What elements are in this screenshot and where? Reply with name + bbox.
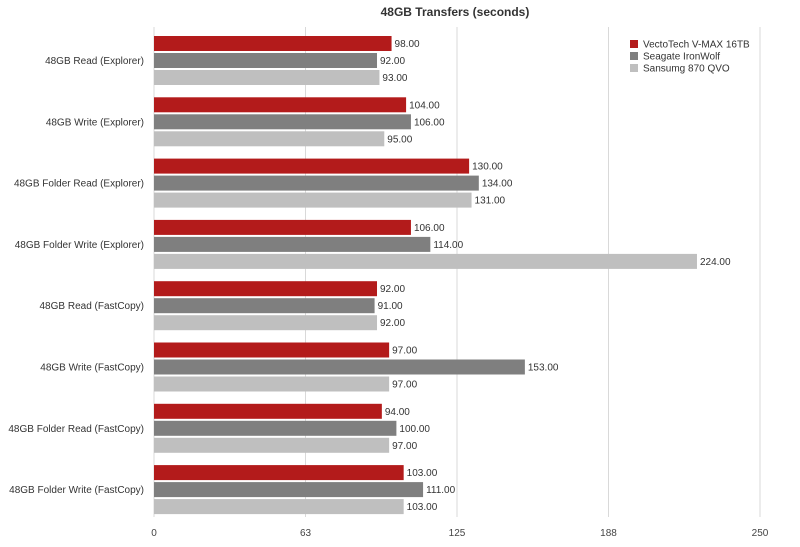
bar: [154, 437, 390, 453]
bar: [154, 114, 411, 130]
category-label: 48GB Write (FastCopy): [40, 363, 144, 374]
category-label: 48GB Folder Write (Explorer): [15, 240, 144, 251]
bar: [154, 315, 378, 331]
data-label: 103.00: [407, 502, 438, 513]
bar: [154, 281, 378, 297]
category-label: 48GB Read (Explorer): [45, 56, 144, 67]
bar: [154, 482, 424, 498]
category-label: 48GB Folder Read (FastCopy): [8, 424, 144, 435]
category-label: 48GB Folder Write (FastCopy): [9, 485, 144, 496]
category-labels: 48GB Read (Explorer) 48GB Write (Explorer…: [8, 56, 144, 496]
x-tick-label: 0: [151, 528, 157, 539]
data-label: 92.00: [380, 318, 405, 329]
bar: [154, 465, 404, 481]
category-label: 48GB Write (Explorer): [46, 117, 144, 128]
data-label: 134.00: [482, 179, 513, 190]
data-label: 93.00: [382, 73, 407, 84]
data-label: 95.00: [387, 134, 412, 145]
legend-label: VectoTech V-MAX 16TB: [643, 40, 750, 51]
data-label: 97.00: [392, 380, 417, 391]
data-label: 114.00: [433, 240, 463, 251]
x-axis-ticks: 0 63 125 188 250: [151, 528, 769, 539]
data-label: 111.00: [426, 485, 456, 496]
data-label: 224.00: [700, 257, 731, 268]
data-label: 94.00: [385, 407, 410, 418]
data-labels: 98.0092.0093.00104.00106.0095.00130.0013…: [378, 39, 731, 513]
legend-swatch: [630, 40, 638, 48]
data-label: 130.00: [472, 162, 503, 173]
bar: [154, 359, 525, 375]
bar: [154, 158, 470, 174]
bar: [154, 420, 397, 436]
bars: [154, 36, 697, 515]
chart-title: 48GB Transfers (seconds): [381, 5, 530, 19]
x-tick-label: 63: [300, 528, 312, 539]
bar: [154, 175, 479, 191]
data-label: 97.00: [392, 441, 417, 452]
legend-swatch: [630, 52, 638, 60]
bar: [154, 36, 392, 51]
bar: [154, 131, 385, 147]
x-tick-label: 188: [600, 528, 617, 539]
data-label: 92.00: [380, 56, 405, 67]
legend-label: Seagate IronWolf: [643, 52, 720, 63]
bar: [154, 403, 382, 419]
data-label: 103.00: [407, 468, 438, 479]
data-label: 153.00: [528, 363, 559, 374]
bar: [154, 192, 472, 208]
data-label: 92.00: [380, 284, 405, 295]
data-label: 104.00: [409, 100, 440, 111]
bar: [154, 70, 380, 85]
data-label: 131.00: [475, 196, 506, 207]
data-label: 106.00: [414, 223, 445, 234]
bar: [154, 298, 375, 314]
bar: [154, 253, 697, 269]
category-label: 48GB Read (FastCopy): [40, 301, 145, 312]
bar: [154, 219, 411, 235]
data-label: 106.00: [414, 117, 445, 128]
bar: [154, 342, 390, 358]
data-label: 100.00: [399, 424, 430, 435]
data-label: 98.00: [395, 39, 420, 50]
legend-label: Sansumg 870 QVO: [643, 64, 730, 75]
bar: [154, 376, 390, 392]
bar: [154, 499, 404, 515]
bar: [154, 236, 431, 252]
data-label: 97.00: [392, 346, 417, 357]
bar: [154, 97, 407, 113]
data-label: 91.00: [378, 301, 403, 312]
x-tick-label: 250: [752, 528, 769, 539]
legend-background: [622, 36, 758, 78]
bar: [154, 53, 378, 68]
x-tick-label: 125: [449, 528, 466, 539]
category-label: 48GB Folder Read (Explorer): [14, 179, 144, 190]
legend-swatch: [630, 64, 638, 72]
